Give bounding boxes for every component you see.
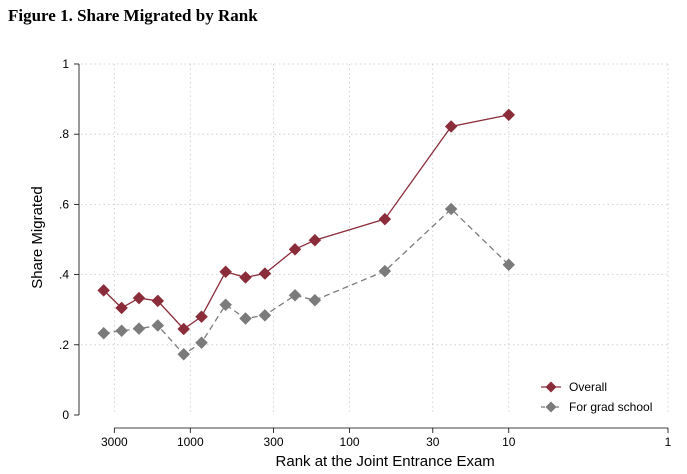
x-tick-label: 3000 <box>101 435 128 449</box>
x-tick-label: 100 <box>340 435 360 449</box>
data-point-marker <box>502 258 516 272</box>
y-tick-label: 0 <box>62 408 69 422</box>
data-point-marker <box>195 310 208 324</box>
figure-title: Figure 1. Share Migrated by Rank <box>8 6 258 25</box>
data-point-marker <box>308 293 322 307</box>
data-point-marker <box>177 322 191 336</box>
legend-marker <box>545 401 557 413</box>
legend-label: For grad school <box>569 400 652 414</box>
data-point-marker <box>239 271 252 284</box>
data-point-marker <box>502 108 516 122</box>
data-point-marker <box>132 322 146 336</box>
data-point-marker <box>288 288 302 302</box>
data-point-marker <box>258 267 272 280</box>
data-point-marker <box>151 319 165 332</box>
data-point-marker <box>444 202 458 216</box>
x-tick-label: 30 <box>426 435 440 449</box>
data-point-marker <box>195 336 208 350</box>
x-tick-label: 1 <box>665 435 672 449</box>
grid-lines <box>81 63 669 415</box>
data-point-marker <box>177 347 191 361</box>
series-line-grad-school <box>103 208 510 356</box>
series-line-overall <box>103 114 509 330</box>
data-point-marker <box>97 284 111 297</box>
data-point-marker <box>308 233 322 247</box>
x-tick-label: 1000 <box>177 435 204 449</box>
data-point-marker <box>378 212 392 226</box>
data-point-marker <box>378 264 392 278</box>
x-axis-title: Rank at the Joint Entrance Exam <box>276 453 495 470</box>
y-axis-title: Share Migrated <box>29 186 46 289</box>
axes: 0 .2 .4 .6 .8 1 3000 1000 300 100 30 10 1 <box>59 57 672 449</box>
data-point-marker <box>239 312 252 325</box>
data-point-marker <box>132 291 146 305</box>
y-tick-label: .4 <box>59 268 69 282</box>
legend: Overall For grad school <box>541 380 652 414</box>
legend-marker <box>545 381 557 393</box>
series <box>97 108 516 361</box>
y-tick-label: .2 <box>59 338 69 352</box>
data-point-marker <box>444 120 458 133</box>
data-point-marker <box>258 308 272 322</box>
x-tick-label: 10 <box>502 435 516 449</box>
data-point-marker <box>115 324 128 338</box>
data-point-marker <box>151 294 165 308</box>
data-point-marker <box>97 326 111 340</box>
y-tick-label: .6 <box>59 197 69 211</box>
data-point-marker <box>115 301 128 315</box>
data-point-marker <box>219 265 232 279</box>
x-tick-label: 300 <box>264 435 284 449</box>
legend-label: Overall <box>569 380 607 394</box>
data-point-marker <box>288 242 302 256</box>
y-tick-label: 1 <box>62 57 69 71</box>
y-tick-label: .8 <box>59 127 69 141</box>
data-point-marker <box>219 298 232 312</box>
